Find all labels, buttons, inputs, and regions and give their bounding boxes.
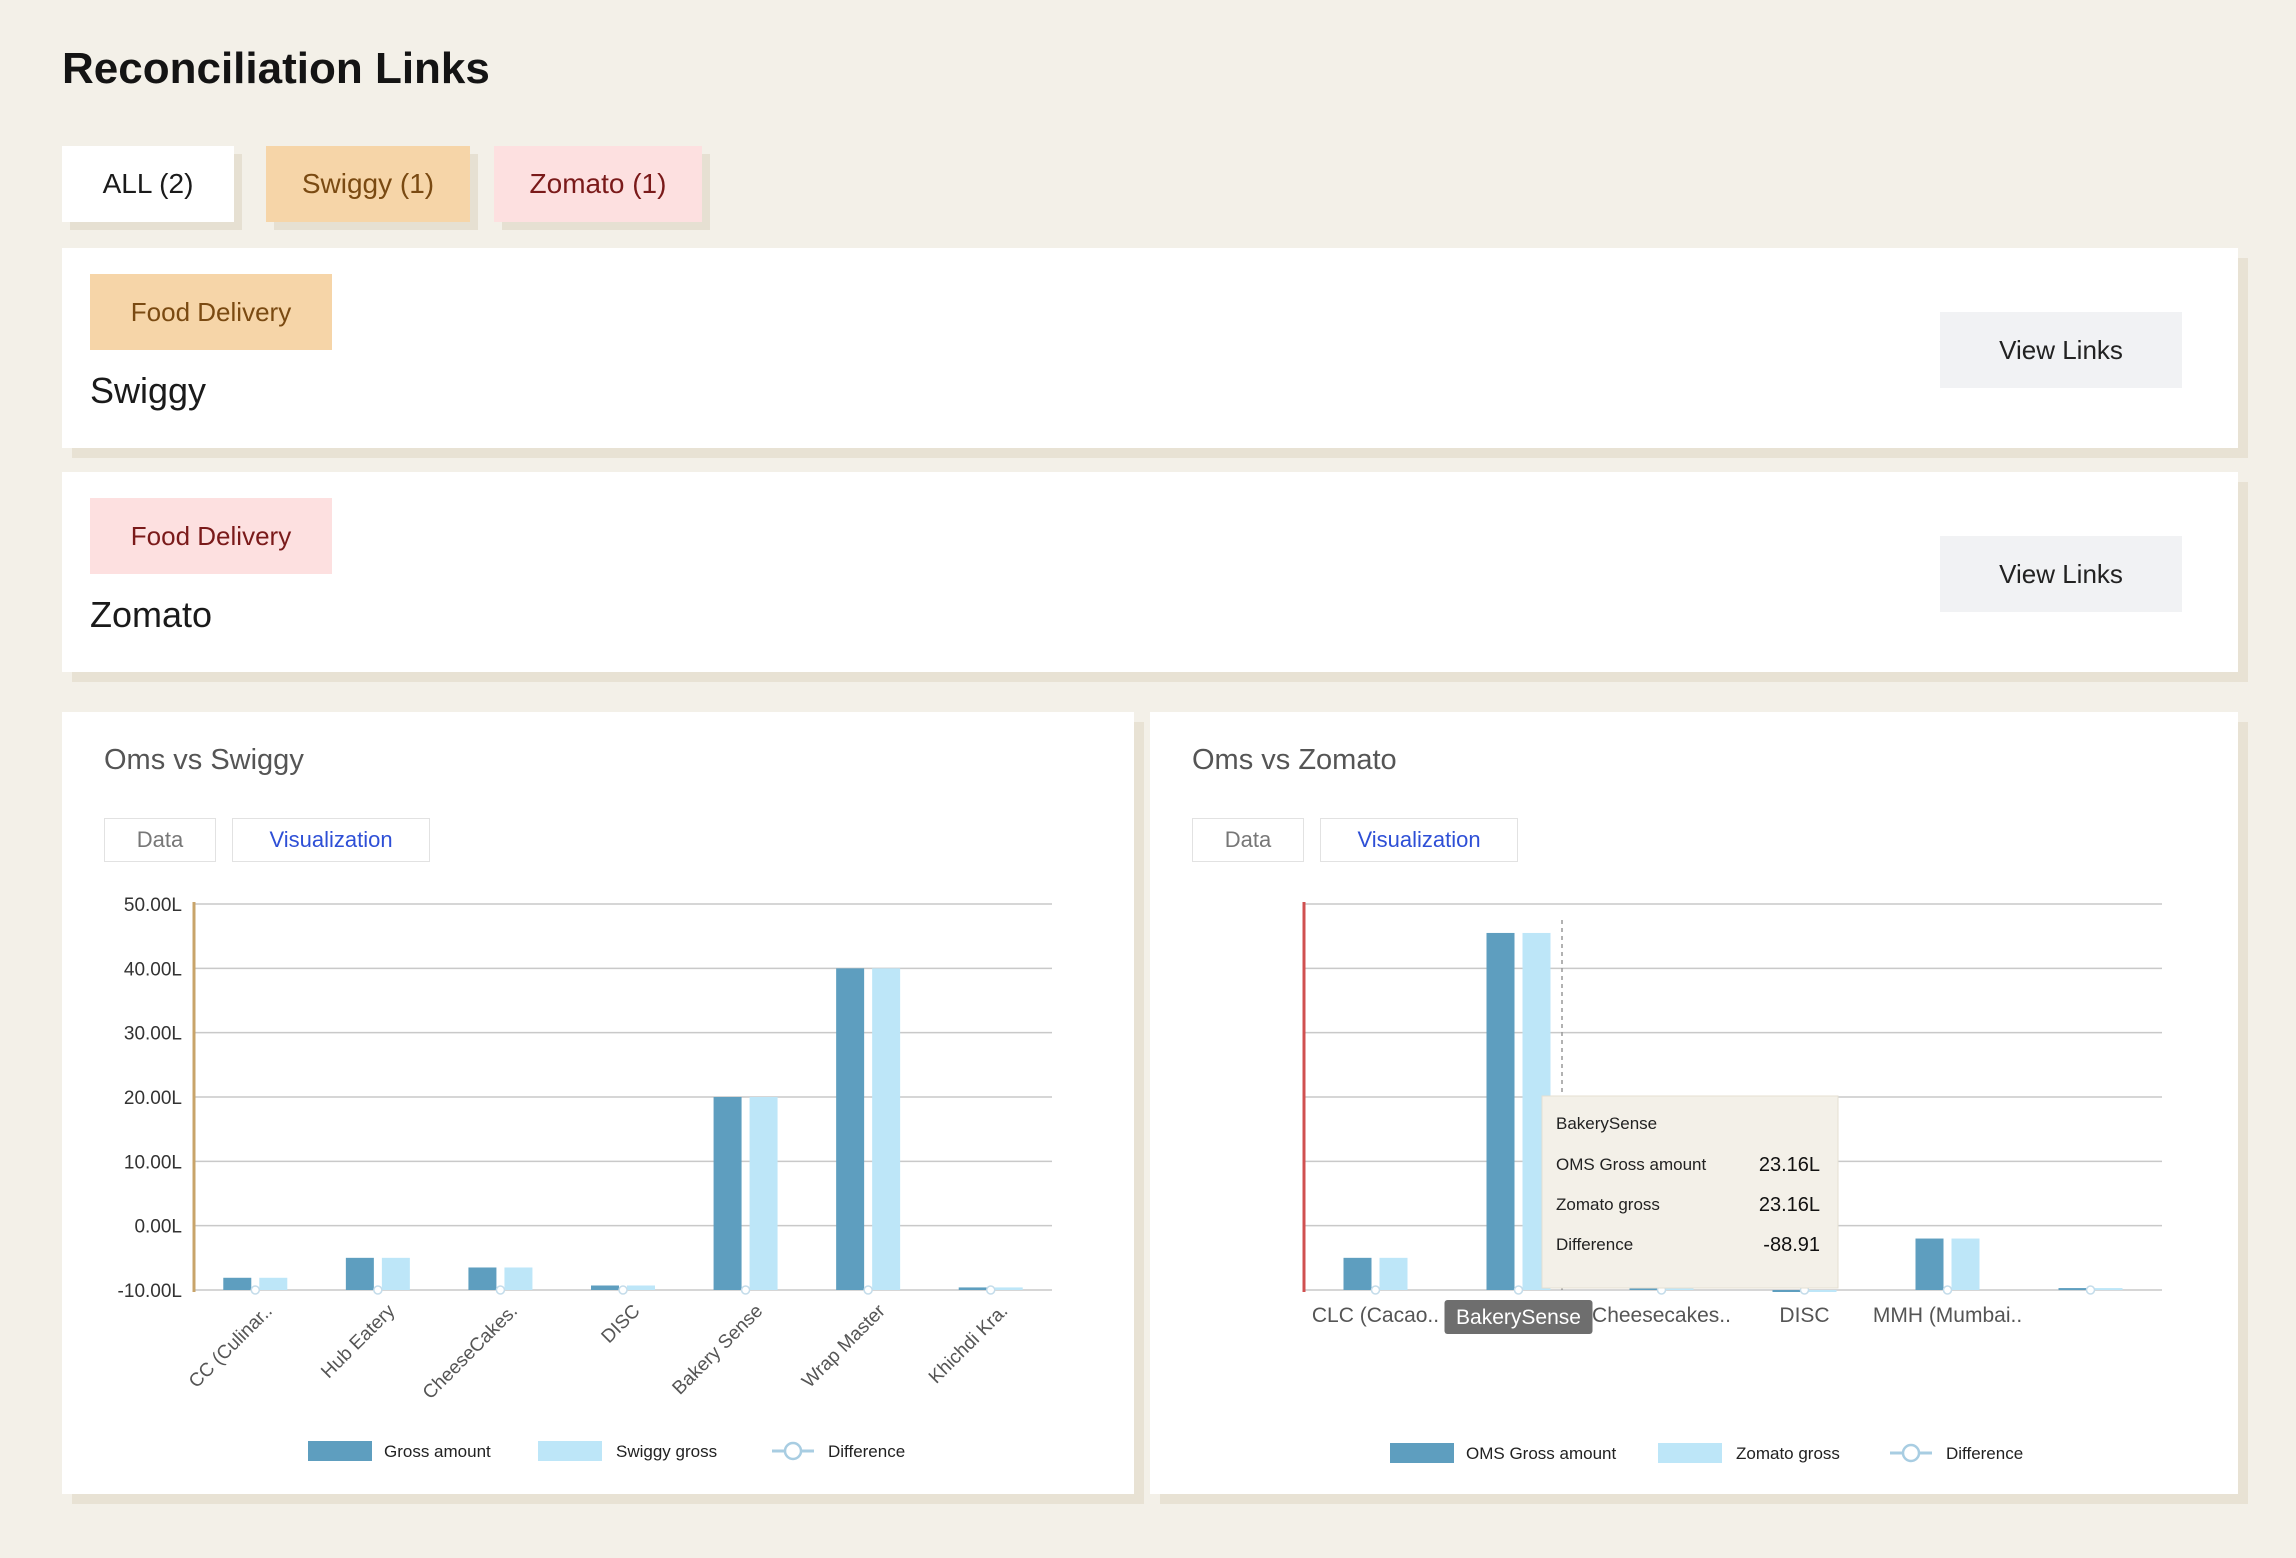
- bar-gross-amount: [836, 968, 865, 1290]
- y-tick-label: 50.00L: [124, 895, 182, 916]
- bar-swiggy-gross: [994, 1287, 1023, 1290]
- legend-swatch: [538, 1441, 602, 1461]
- page-title: Reconciliation Links: [62, 44, 490, 93]
- view-links-button[interactable]: View Links: [1940, 536, 2182, 612]
- tooltip-box: [1541, 1095, 1839, 1289]
- bar-gross-amount: [468, 1267, 497, 1290]
- bar-zomato-gross: [2094, 1288, 2123, 1291]
- bar-oms-gross-amount: [2058, 1288, 2087, 1291]
- legend-swatch: [1390, 1443, 1454, 1463]
- y-tick-label: 10.00L: [124, 1152, 182, 1173]
- x-tick-label: CC (Culinar..: [185, 1301, 277, 1393]
- difference-point: [1370, 1285, 1381, 1295]
- platform-name: Zomato: [90, 594, 213, 635]
- legend-label: Zomato gross: [1736, 1444, 1840, 1463]
- category-badge: Food Delivery: [90, 274, 332, 350]
- x-tick-highlight: [1444, 1300, 1593, 1334]
- difference-point: [1513, 1285, 1524, 1295]
- filter-tab-zomato[interactable]: Zomato (1): [494, 146, 702, 222]
- x-tick-label: DISC: [1779, 1304, 1829, 1327]
- bar-swiggy-gross: [749, 1097, 778, 1290]
- legend-marker: [783, 1441, 803, 1461]
- bar-swiggy-gross: [381, 1257, 410, 1290]
- bar-swiggy-gross: [627, 1285, 655, 1290]
- chart-panel-zomato: Oms vs Zomato Data Visualization CLC (Ca…: [1150, 712, 2238, 1494]
- tooltip-label: OMS Gross amount: [1556, 1155, 1706, 1174]
- tab-data[interactable]: Data: [1192, 818, 1304, 862]
- difference-point: [250, 1285, 261, 1295]
- legend-label: Difference: [828, 1442, 905, 1461]
- difference-point: [863, 1285, 873, 1295]
- x-tick-label: Hub Eatery: [317, 1300, 399, 1382]
- bar-swiggy-gross: [872, 968, 901, 1290]
- y-tick-label: 20.00L: [124, 1088, 182, 1109]
- view-links-button[interactable]: View Links: [1940, 312, 2182, 388]
- category-badge: Food Delivery: [90, 498, 332, 574]
- tooltip-label: Zomato gross: [1556, 1195, 1660, 1214]
- x-tick-label: BakerySense: [1456, 1306, 1581, 1329]
- bar-oms-gross-amount: [1772, 1290, 1801, 1292]
- tooltip-label: Difference: [1556, 1235, 1633, 1254]
- bar-zomato-gross: [1951, 1238, 1980, 1290]
- bar-gross-amount: [713, 1097, 742, 1290]
- difference-point: [2085, 1285, 2096, 1295]
- x-tick-label: CheeseCakes.: [419, 1301, 522, 1404]
- legend-marker: [1901, 1443, 1921, 1463]
- bar-gross-amount: [345, 1257, 374, 1290]
- platform-name: Swiggy: [90, 370, 207, 411]
- tab-visualization[interactable]: Visualization: [1320, 818, 1518, 862]
- difference-point: [495, 1285, 506, 1295]
- difference-point: [985, 1285, 996, 1295]
- legend-label: Difference: [1946, 1444, 2023, 1463]
- legend-swatch: [1658, 1443, 1722, 1463]
- x-tick-label: DISC: [598, 1301, 645, 1348]
- legend-label: Gross amount: [384, 1442, 491, 1461]
- x-tick-label: Khichdi Kra.: [925, 1301, 1012, 1388]
- panel-title: Oms vs Swiggy: [104, 744, 304, 776]
- chart-panel-swiggy: Oms vs Swiggy Data Visualization 50.00L 4…: [62, 712, 1134, 1494]
- y-tick-label: 30.00L: [124, 1024, 182, 1045]
- difference-point: [740, 1285, 751, 1295]
- bar-swiggy-gross: [259, 1277, 288, 1290]
- difference-point: [373, 1285, 383, 1295]
- x-tick-label: MMH (Mumbai..: [1873, 1304, 2022, 1327]
- tab-visualization[interactable]: Visualization: [232, 818, 430, 862]
- platform-card-swiggy: Food Delivery Swiggy View Links: [62, 248, 2238, 448]
- bar-oms-gross-amount: [1343, 1257, 1372, 1290]
- bar-oms-gross-amount: [1486, 932, 1515, 1290]
- bar-gross-amount: [958, 1287, 987, 1290]
- chart-oms-vs-zomato: CLC (Cacao.. BakerySense Cheesecakes.. DISC…: [1302, 902, 2162, 1463]
- difference-point: [618, 1285, 628, 1295]
- legend-label: Swiggy gross: [616, 1442, 717, 1461]
- legend-label: OMS Gross amount: [1466, 1444, 1616, 1463]
- tooltip-value: 23.16L: [1759, 1194, 1820, 1216]
- bar-oms-gross-amount: [1915, 1238, 1944, 1290]
- chart-oms-vs-swiggy: 50.00L 40.00L 30.00L 20.00L 10.00L 0.00L -10.0…: [118, 895, 1052, 1461]
- tooltip-value: 23.16L: [1759, 1154, 1820, 1176]
- bar-zomato-gross: [1379, 1257, 1408, 1290]
- legend-swatch: [308, 1441, 372, 1461]
- bar-zomato-gross: [1808, 1290, 1837, 1292]
- bar-gross-amount: [591, 1285, 619, 1290]
- x-tick-label: Bakery Sense: [669, 1301, 767, 1399]
- y-tick-label: 40.00L: [124, 959, 182, 980]
- filter-tab-swiggy[interactable]: Swiggy (1): [266, 146, 470, 222]
- x-tick-label: CLC (Cacao..: [1312, 1304, 1439, 1327]
- difference-point: [1942, 1285, 1953, 1295]
- panel-title: Oms vs Zomato: [1192, 744, 1397, 776]
- filter-tab-all[interactable]: ALL (2): [62, 146, 234, 222]
- tooltip-title: BakerySense: [1556, 1114, 1657, 1133]
- bar-gross-amount: [223, 1277, 252, 1290]
- x-tick-label: Cheesecakes..: [1592, 1304, 1731, 1327]
- platform-card-zomato: Food Delivery Zomato View Links: [62, 472, 2238, 672]
- y-tick-label: 0.00L: [134, 1217, 182, 1238]
- y-tick-label: -10.00L: [118, 1281, 182, 1302]
- tab-data[interactable]: Data: [104, 818, 216, 862]
- bar-swiggy-gross: [504, 1267, 533, 1290]
- tooltip-value: -88.91: [1763, 1234, 1820, 1256]
- x-tick-label: Wrap Master: [798, 1300, 890, 1392]
